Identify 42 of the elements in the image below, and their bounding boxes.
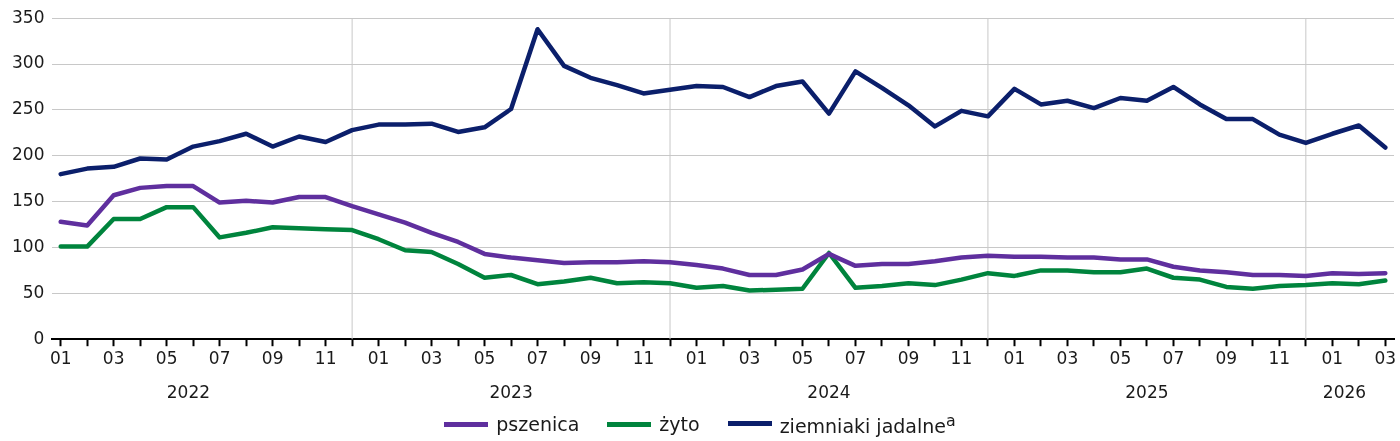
x-tick-label: 01 [685, 347, 708, 368]
x-tick-label: 03 [102, 347, 125, 368]
legend-label: ziemniaki jadalne$^{a}$ [779, 410, 956, 438]
x-tick-label: 11 [1268, 347, 1291, 368]
y-tick-label: 350 [11, 6, 45, 27]
x-tick-label: 01 [1321, 347, 1344, 368]
x-tick-label: 05 [1109, 347, 1132, 368]
y-tick-label: 50 [22, 281, 45, 302]
y-tick-label: 100 [11, 235, 45, 256]
x-tick-label: 07 [1162, 347, 1185, 368]
x-tick-label: 03 [1056, 347, 1079, 368]
y-tick-label: 200 [11, 144, 45, 165]
x-tick-label: 11 [950, 347, 973, 368]
x-tick-label: 07 [526, 347, 549, 368]
x-tick-label: 03 [1374, 347, 1397, 368]
x2-tick-label: 2024 [807, 382, 851, 403]
x2-tick-label: 2026 [1322, 382, 1367, 403]
x-tick-label: 11 [314, 347, 337, 368]
x-tick-label: 01 [1003, 347, 1026, 368]
x-tick-label: 09 [579, 347, 602, 368]
x2-tick-label: 2025 [1125, 382, 1169, 403]
x-tick-label: 01 [367, 347, 390, 368]
x-tick-label: 11 [632, 347, 655, 368]
legend-label: pszenica [496, 413, 580, 435]
x-tick-label: 07 [844, 347, 867, 368]
x-tick-label: 09 [1215, 347, 1238, 368]
x-tick-label: 07 [208, 347, 231, 368]
x-tick-label: 05 [791, 347, 814, 368]
x-tick-label: 05 [155, 347, 178, 368]
x2-tick-label: 2023 [489, 382, 533, 403]
x-tick-label: 09 [261, 347, 284, 368]
x-tick-label: 01 [49, 347, 72, 368]
x2-tick-label: 2022 [166, 382, 211, 403]
y-tick-label: 250 [11, 98, 45, 119]
x-tick-label: 05 [473, 347, 496, 368]
x-tick-label: 03 [738, 347, 761, 368]
y-tick-label: 150 [11, 190, 45, 211]
y-tick-label: 0 [33, 327, 45, 348]
y-tick-label: 300 [11, 52, 45, 73]
x-tick-label: 09 [897, 347, 920, 368]
legend-label: żyto [659, 413, 700, 435]
x-tick-label: 03 [420, 347, 443, 368]
